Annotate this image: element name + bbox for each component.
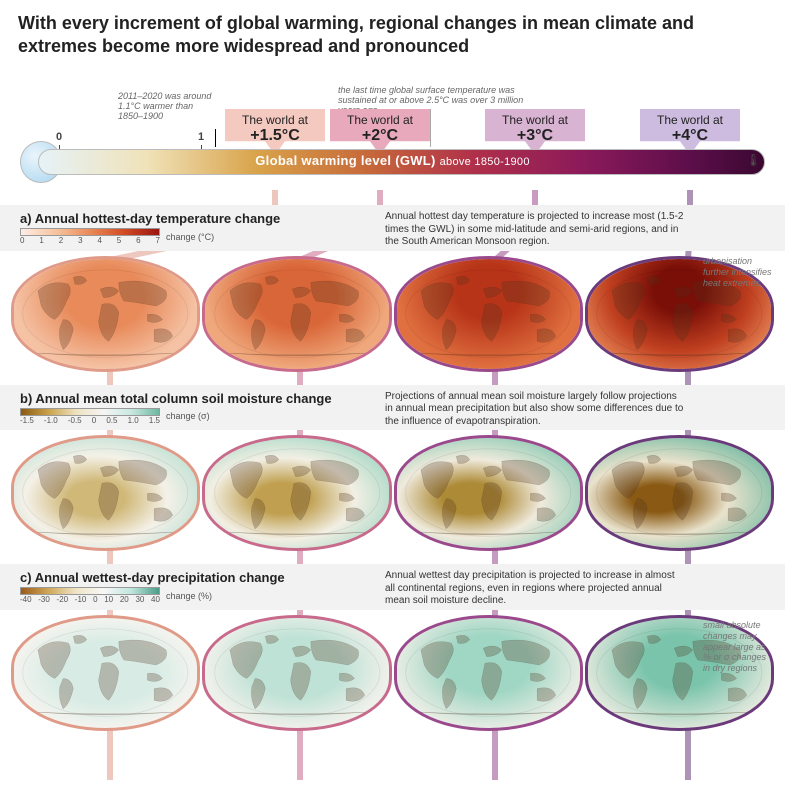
row-head-c: c) Annual wettest-day precipitation chan… bbox=[0, 564, 785, 610]
row-head-b: b) Annual mean total column soil moistur… bbox=[0, 385, 785, 431]
map-strip-a bbox=[0, 251, 785, 379]
row-desc: Annual wettest day precipitation is proj… bbox=[385, 570, 685, 608]
tick-1-1 bbox=[215, 127, 216, 147]
anno-25c-line bbox=[430, 109, 431, 147]
row-legend: 01234567change (°C) bbox=[20, 228, 280, 245]
legend-unit: change (°C) bbox=[166, 232, 214, 242]
map-strip-c bbox=[0, 610, 785, 738]
anno-2011: 2011–2020 was around 1.1°C warmer than 1… bbox=[118, 91, 218, 121]
row-a: a) Annual hottest-day temperature change… bbox=[0, 205, 785, 379]
row-b: b) Annual mean total column soil moistur… bbox=[0, 385, 785, 559]
map-b-2 bbox=[205, 438, 388, 548]
thermometer-label: Global warming level (GWL) above 1850-19… bbox=[0, 153, 785, 168]
thermometer-tip-icon: 🌡 bbox=[746, 153, 761, 167]
map-b-3 bbox=[397, 438, 580, 548]
row-desc: Projections of annual mean soil moisture… bbox=[385, 391, 685, 429]
map-a-3 bbox=[397, 259, 580, 369]
legend-unit: change (%) bbox=[166, 591, 212, 601]
map-b-4 bbox=[588, 438, 771, 548]
page-title: With every increment of global warming, … bbox=[0, 0, 720, 63]
row-c: c) Annual wettest-day precipitation chan… bbox=[0, 564, 785, 738]
map-c-3 bbox=[397, 618, 580, 728]
row-head-a: a) Annual hottest-day temperature change… bbox=[0, 205, 785, 251]
map-a-2 bbox=[205, 259, 388, 369]
map-a-1 bbox=[14, 259, 197, 369]
row-title: c) Annual wettest-day precipitation chan… bbox=[20, 570, 285, 585]
legend-unit: change (σ) bbox=[166, 411, 210, 421]
map-strip-b bbox=[0, 430, 785, 558]
map-c-1 bbox=[14, 618, 197, 728]
row-title: a) Annual hottest-day temperature change bbox=[20, 211, 280, 226]
row-desc: Annual hottest day temperature is projec… bbox=[385, 211, 685, 249]
row-legend: -1.5-1.0-0.500.51.01.5change (σ) bbox=[20, 408, 332, 425]
map-c-2 bbox=[205, 618, 388, 728]
thermometer: 2011–2020 was around 1.1°C warmer than 1… bbox=[0, 69, 785, 199]
map-b-1 bbox=[14, 438, 197, 548]
row-title: b) Annual mean total column soil moistur… bbox=[20, 391, 332, 406]
side-note-c: small absolute changes may appear large … bbox=[703, 620, 775, 674]
side-note-a: urbanisation further intensifies heat ex… bbox=[703, 256, 775, 288]
row-legend: -40-30-20-10010203040change (%) bbox=[20, 587, 285, 604]
